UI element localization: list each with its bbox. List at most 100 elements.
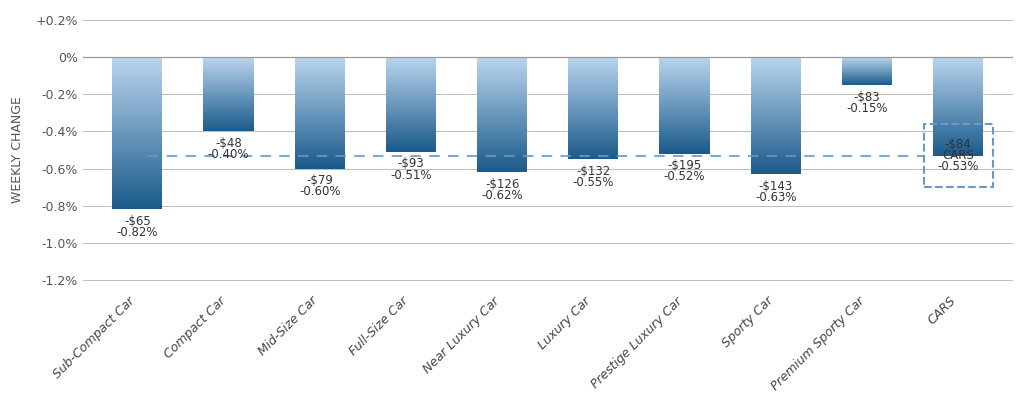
Bar: [295, 113, 345, 114]
Bar: [204, 65, 254, 66]
Bar: [751, 86, 801, 87]
Bar: [659, 87, 710, 88]
Bar: [295, 119, 345, 120]
Bar: [933, 59, 983, 60]
Bar: [113, 194, 163, 195]
Bar: [204, 93, 254, 94]
Bar: [568, 156, 618, 157]
Bar: [204, 80, 254, 81]
Bar: [751, 124, 801, 125]
Bar: [204, 58, 254, 59]
Bar: [568, 130, 618, 131]
Bar: [113, 77, 163, 78]
Bar: [295, 125, 345, 126]
Bar: [477, 57, 527, 58]
Bar: [751, 100, 801, 101]
Bar: [477, 80, 527, 81]
Bar: [933, 88, 983, 89]
Bar: [204, 126, 254, 127]
Bar: [295, 71, 345, 72]
Bar: [751, 119, 801, 120]
Bar: [933, 98, 983, 99]
Bar: [477, 60, 527, 61]
Bar: [568, 112, 618, 113]
Bar: [568, 118, 618, 119]
Bar: [933, 100, 983, 101]
Bar: [933, 105, 983, 106]
Bar: [751, 92, 801, 93]
Bar: [113, 83, 163, 84]
Bar: [477, 130, 527, 131]
Bar: [568, 134, 618, 135]
Bar: [477, 91, 527, 92]
Bar: [568, 136, 618, 137]
Bar: [204, 129, 254, 130]
Bar: [113, 169, 163, 170]
Bar: [751, 101, 801, 102]
Bar: [204, 83, 254, 84]
Bar: [295, 68, 345, 69]
Y-axis label: WEEKLY CHANGE: WEEKLY CHANGE: [11, 97, 25, 204]
Bar: [751, 113, 801, 114]
Bar: [751, 122, 801, 123]
Bar: [659, 151, 710, 152]
Bar: [295, 131, 345, 132]
Bar: [204, 59, 254, 60]
Bar: [113, 91, 163, 92]
Bar: [113, 65, 163, 67]
Bar: [477, 126, 527, 127]
Bar: [204, 95, 254, 96]
Bar: [295, 76, 345, 77]
Bar: [659, 121, 710, 122]
Bar: [659, 129, 710, 130]
Bar: [386, 117, 436, 118]
Bar: [568, 108, 618, 109]
Bar: [295, 70, 345, 71]
Bar: [204, 90, 254, 91]
Bar: [568, 97, 618, 98]
Bar: [568, 116, 618, 117]
Bar: [933, 71, 983, 72]
Bar: [477, 96, 527, 97]
Bar: [659, 115, 710, 116]
Bar: [477, 150, 527, 151]
Bar: [568, 133, 618, 134]
Bar: [113, 112, 163, 113]
Bar: [933, 138, 983, 139]
Bar: [113, 97, 163, 98]
Bar: [933, 67, 983, 68]
Bar: [751, 117, 801, 118]
Bar: [568, 61, 618, 62]
Bar: [386, 116, 436, 117]
Bar: [477, 169, 527, 170]
Bar: [751, 91, 801, 92]
Bar: [568, 154, 618, 155]
Bar: [751, 153, 801, 154]
Bar: [295, 87, 345, 88]
Bar: [933, 60, 983, 61]
Bar: [113, 149, 163, 151]
Bar: [751, 169, 801, 170]
Bar: [295, 81, 345, 82]
Bar: [113, 203, 163, 204]
Bar: [568, 59, 618, 60]
Bar: [295, 132, 345, 133]
Bar: [113, 63, 163, 65]
Bar: [659, 74, 710, 75]
Bar: [568, 80, 618, 81]
Bar: [933, 149, 983, 150]
Bar: [477, 77, 527, 78]
Bar: [477, 85, 527, 86]
Bar: [568, 104, 618, 105]
Bar: [386, 142, 436, 143]
Bar: [751, 173, 801, 174]
Text: -$126: -$126: [485, 178, 519, 191]
Bar: [204, 84, 254, 85]
Bar: [933, 120, 983, 121]
Bar: [659, 83, 710, 84]
Bar: [204, 73, 254, 74]
Bar: [295, 143, 345, 144]
Bar: [113, 84, 163, 85]
Bar: [659, 69, 710, 70]
Bar: [751, 95, 801, 96]
